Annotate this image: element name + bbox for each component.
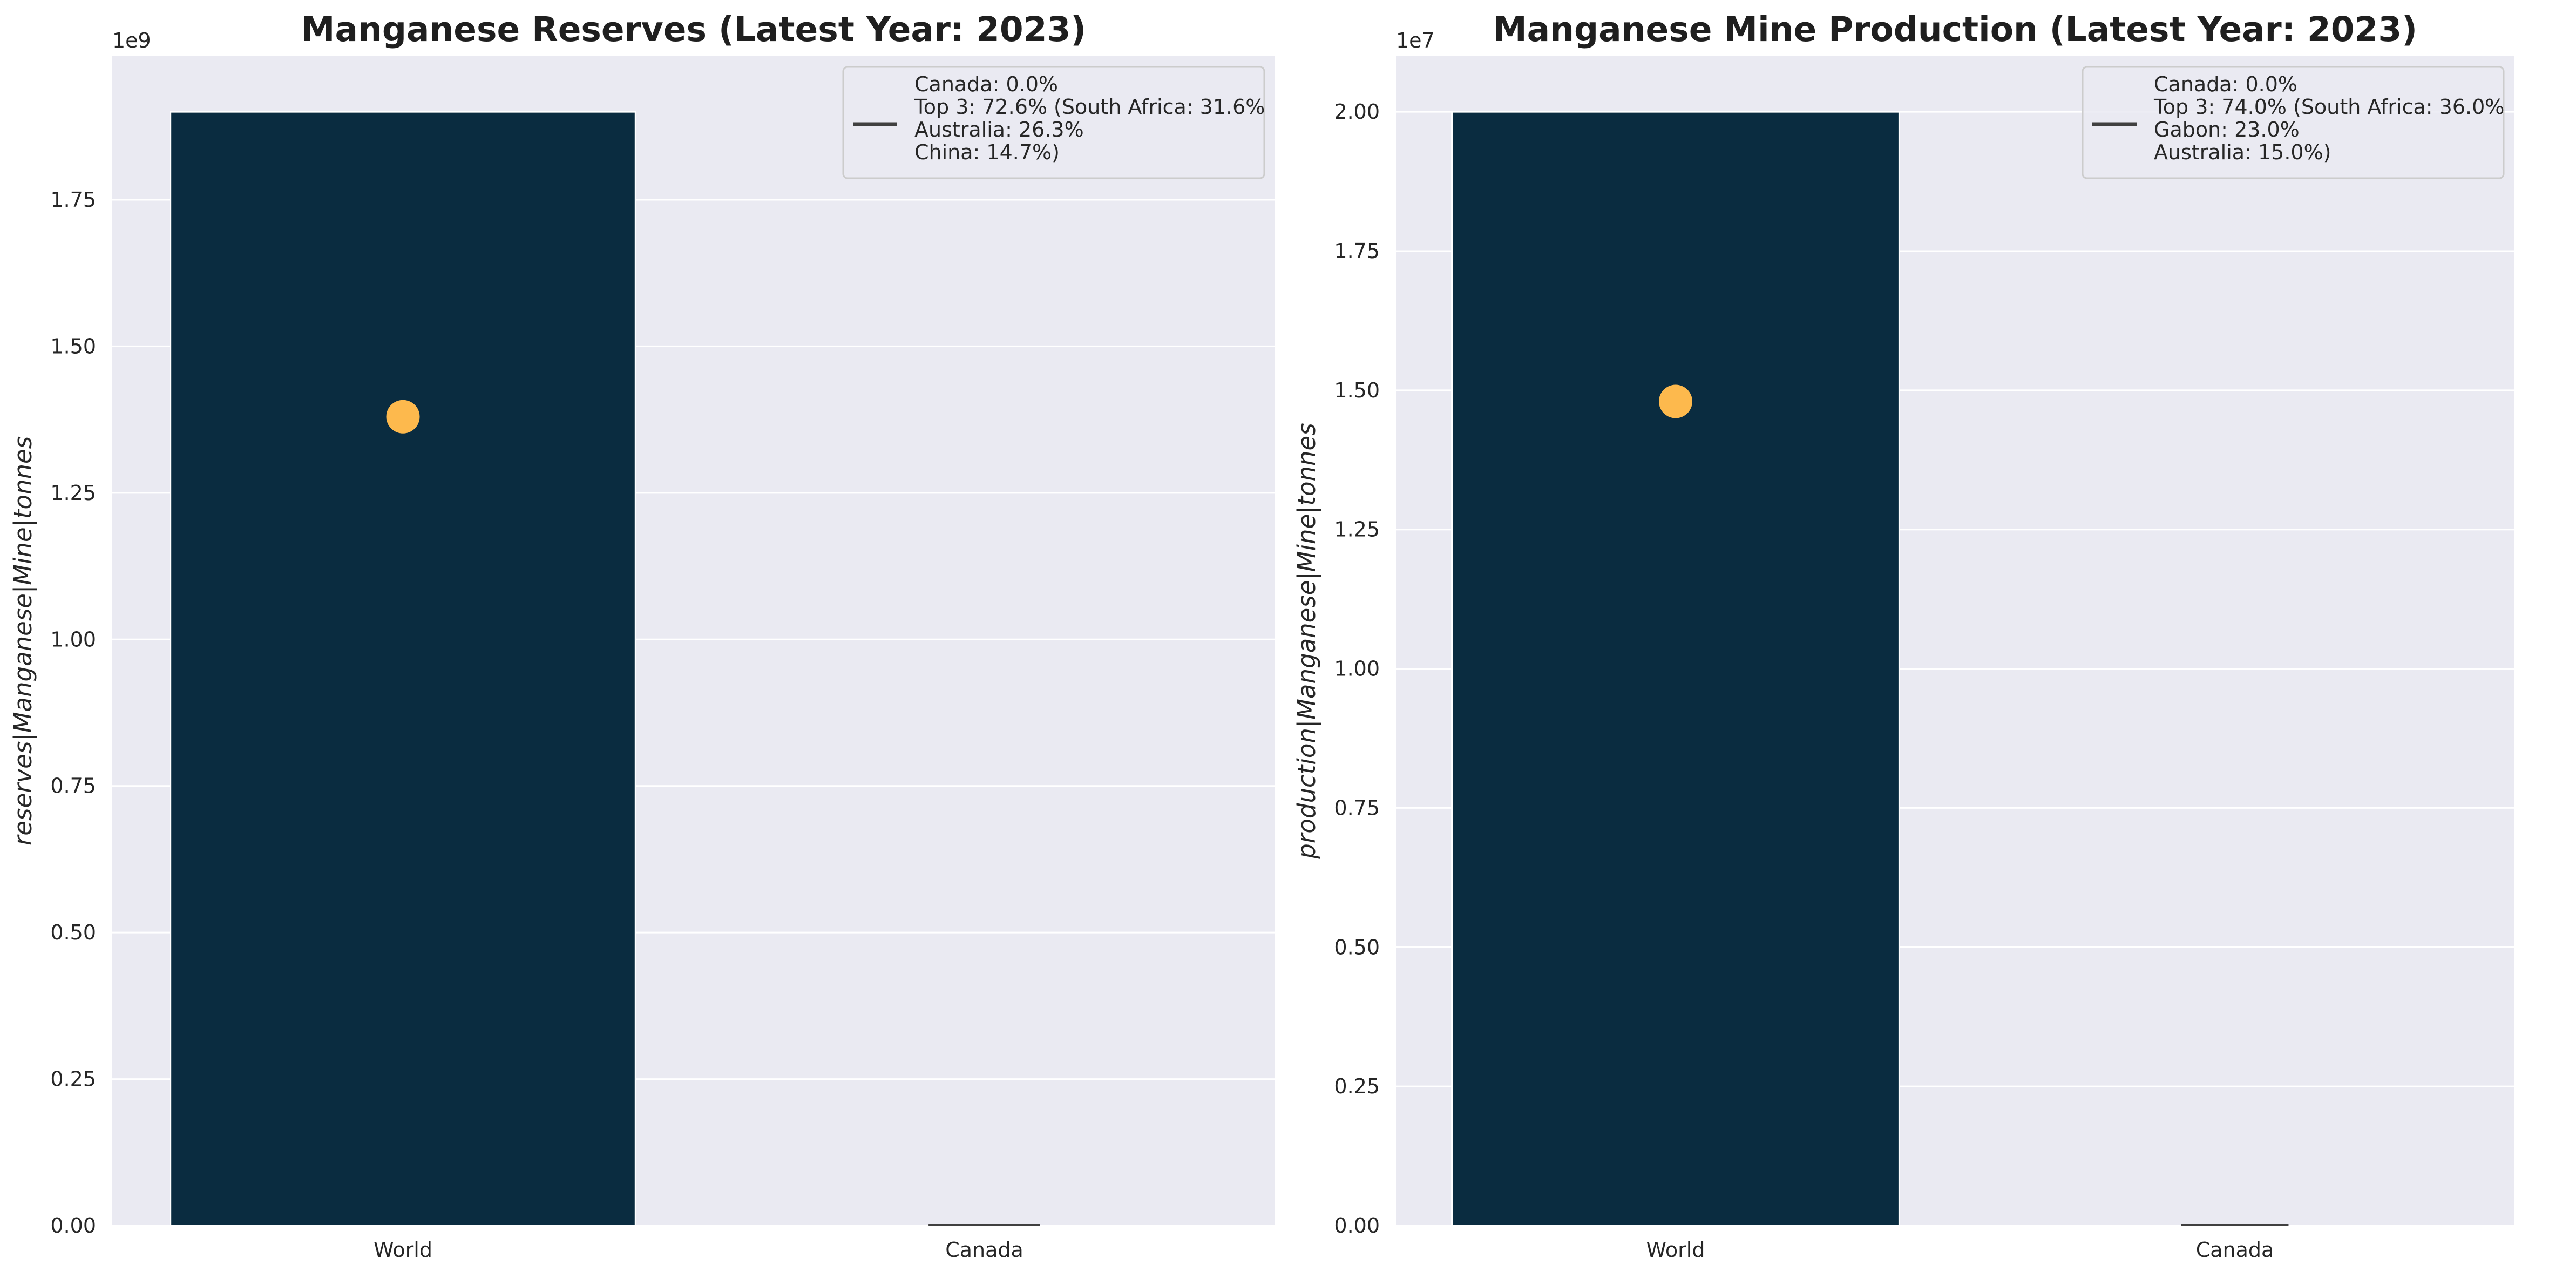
production-ytick-label: 1.00 xyxy=(1334,657,1380,681)
reserves-ytick-label: 1.75 xyxy=(50,188,96,212)
production-ytick-label: 2.00 xyxy=(1334,100,1380,124)
reserves-ytick-label: 0.25 xyxy=(50,1067,96,1091)
production-ytick-label: 0.75 xyxy=(1334,796,1380,820)
production-legend-box xyxy=(2082,66,2505,179)
production-ytick-label: 1.50 xyxy=(1334,378,1380,402)
production-legend-text-line: Canada: 0.0% xyxy=(2154,72,2297,96)
production-ytick-label: 0.25 xyxy=(1334,1074,1380,1098)
reserves-marker-point xyxy=(386,400,420,434)
production-ytick-label: 0.00 xyxy=(1334,1214,1380,1238)
production-bar-world xyxy=(1451,111,1900,1227)
production-chart-panel: 0.00 0.25 0.50 0.75 1.00 1.25 1.50 1.75 2.00 1e7 W… xyxy=(1292,10,2514,1262)
reserves-ytick-label: 0.75 xyxy=(50,774,96,798)
reserves-legend-box xyxy=(842,66,1265,179)
production-ytick-label: 1.75 xyxy=(1334,239,1380,263)
reserves-ytick-label: 1.25 xyxy=(50,481,96,505)
production-chart-title: Manganese Mine Production (Latest Year: … xyxy=(1493,10,2417,49)
reserves-xtick-label: Canada xyxy=(945,1238,1023,1262)
reserves-legend-text-line: Canada: 0.0% xyxy=(914,72,1058,96)
production-y-axis-label: production|Manganese|Mine|tonnes xyxy=(1292,423,1321,859)
reserves-legend-text-line: Australia: 26.3% xyxy=(914,118,1084,141)
reserves-legend-text-line: Top 3: 72.6% (South Africa: 31.6% xyxy=(914,95,1265,119)
reserves-xtick-label: World xyxy=(374,1238,432,1262)
reserves-bar-world xyxy=(170,111,636,1227)
reserves-chart-panel: 0.00 0.25 0.50 0.75 1.00 1.25 1.50 1.75 1e9 World… xyxy=(9,10,1275,1262)
production-y-multiplier: 1e7 xyxy=(1396,29,1435,52)
reserves-ytick-label: 0.50 xyxy=(50,921,96,944)
production-ytick-label: 1.25 xyxy=(1334,518,1380,542)
production-marker-point xyxy=(1659,384,1692,418)
reserves-legend-text-line: China: 14.7%) xyxy=(914,140,1060,164)
reserves-y-axis-label: reserves|Manganese|Mine|tonnes xyxy=(9,436,37,846)
production-legend-text-line: Top 3: 74.0% (South Africa: 36.0% xyxy=(2153,95,2504,119)
reserves-ytick-label: 0.00 xyxy=(50,1214,96,1238)
reserves-y-multiplier: 1e9 xyxy=(112,29,151,52)
production-xtick-label: Canada xyxy=(2196,1238,2274,1262)
production-legend: Canada: 0.0%Top 3: 74.0% (South Africa: … xyxy=(2082,66,2505,179)
reserves-ytick-label: 1.00 xyxy=(50,627,96,651)
production-ytick-label: 0.50 xyxy=(1334,935,1380,959)
production-legend-text-line: Gabon: 23.0% xyxy=(2154,118,2300,141)
production-xtick-label: World xyxy=(1646,1238,1705,1262)
production-legend-text-line: Australia: 15.0%) xyxy=(2154,140,2331,164)
reserves-legend: Canada: 0.0%Top 3: 72.6% (South Africa: … xyxy=(842,66,1265,179)
reserves-chart-title: Manganese Reserves (Latest Year: 2023) xyxy=(301,10,1086,49)
reserves-ytick-label: 1.50 xyxy=(50,334,96,358)
